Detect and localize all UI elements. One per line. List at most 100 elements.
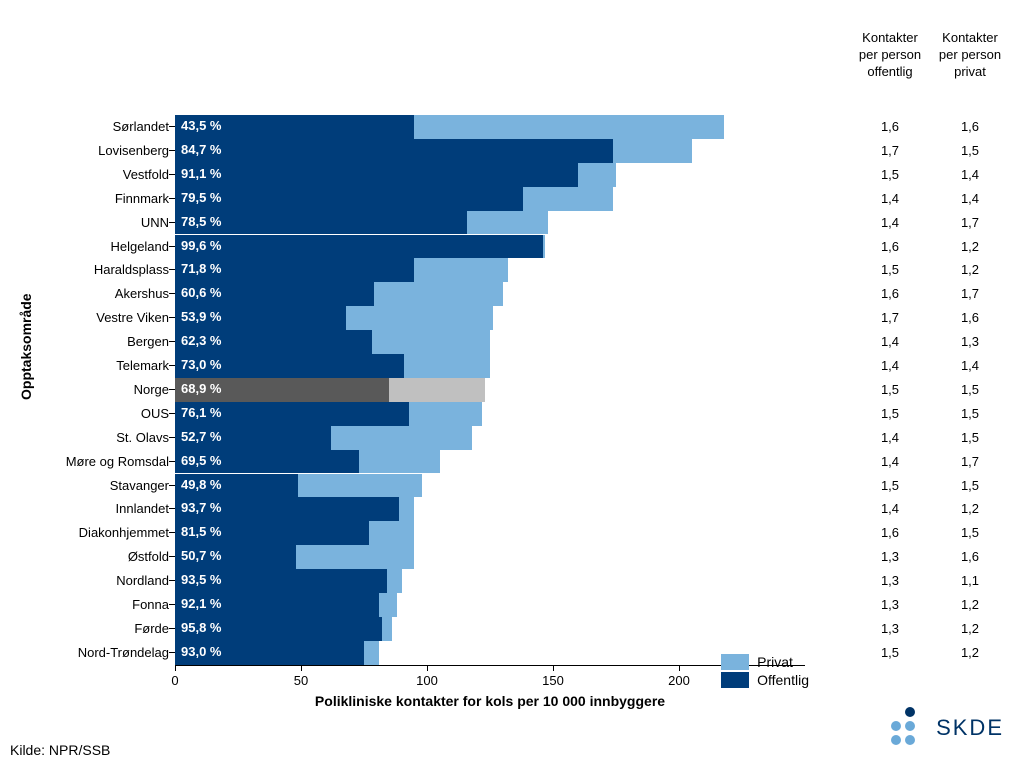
value-offentlig: 1,7 [855, 310, 925, 325]
logo-dot-icon [905, 721, 915, 731]
value-offentlig: 1,3 [855, 621, 925, 636]
bar-pct-label: 62,3 % [181, 332, 221, 350]
value-offentlig: 1,6 [855, 525, 925, 540]
row-label: Helgeland [9, 239, 169, 254]
bar-offentlig [175, 139, 613, 163]
chart-container: Opptaksområde Kontakter per person offen… [0, 0, 1024, 768]
x-tick [301, 665, 302, 671]
bar-privat [298, 474, 421, 498]
chart-row: Innlandet93,7 %1,41,2 [175, 497, 805, 521]
chart-row: Vestfold91,1 %1,51,4 [175, 163, 805, 187]
chart-row: Førde95,8 %1,31,2 [175, 617, 805, 641]
bar-privat [374, 282, 503, 306]
chart-row: Telemark73,0 %1,41,4 [175, 354, 805, 378]
row-label: Vestfold [9, 167, 169, 182]
value-offentlig: 1,3 [855, 597, 925, 612]
legend-label: Privat [757, 654, 793, 670]
value-privat: 1,5 [935, 406, 1005, 421]
logo-text: SKDE [936, 715, 1004, 741]
value-offentlig: 1,4 [855, 191, 925, 206]
bar-pct-label: 60,6 % [181, 284, 221, 302]
bar-pct-label: 92,1 % [181, 595, 221, 613]
chart-row: Vestre Viken53,9 %1,71,6 [175, 306, 805, 330]
plot-area: Sørlandet43,5 %1,61,6Lovisenberg84,7 %1,… [175, 115, 805, 665]
x-tick-label: 50 [294, 673, 308, 688]
row-label: Vestre Viken [9, 310, 169, 325]
value-offentlig: 1,5 [855, 406, 925, 421]
row-label: St. Olavs [9, 430, 169, 445]
row-label: Østfold [9, 549, 169, 564]
chart-row: Diakonhjemmet81,5 %1,61,5 [175, 521, 805, 545]
bar-privat [467, 211, 548, 235]
bar-pct-label: 53,9 % [181, 308, 221, 326]
chart-row: Norge68,9 %1,51,5 [175, 378, 805, 402]
row-label: Innlandet [9, 501, 169, 516]
chart-row: Haraldsplass71,8 %1,51,2 [175, 258, 805, 282]
bar-pct-label: 71,8 % [181, 260, 221, 278]
chart-row: Helgeland99,6 %1,61,2 [175, 235, 805, 259]
x-tick [175, 665, 176, 671]
value-offentlig: 1,4 [855, 501, 925, 516]
row-label: Sørlandet [9, 119, 169, 134]
value-privat: 1,2 [935, 262, 1005, 277]
bar-pct-label: 43,5 % [181, 117, 221, 135]
x-tick [553, 665, 554, 671]
value-privat: 1,4 [935, 167, 1005, 182]
value-privat: 1,2 [935, 501, 1005, 516]
bar-privat [414, 115, 724, 139]
row-label: Førde [9, 621, 169, 636]
legend-swatch [721, 672, 749, 688]
value-offentlig: 1,4 [855, 215, 925, 230]
bar-privat [414, 258, 507, 282]
value-offentlig: 1,4 [855, 334, 925, 349]
value-privat: 1,4 [935, 358, 1005, 373]
legend: PrivatOffentlig [721, 652, 809, 688]
value-offentlig: 1,6 [855, 239, 925, 254]
x-tick [679, 665, 680, 671]
bar-privat [364, 641, 379, 665]
bar-privat [331, 426, 472, 450]
logo-dot-icon [905, 707, 915, 717]
bar-pct-label: 93,0 % [181, 643, 221, 661]
value-offentlig: 1,7 [855, 143, 925, 158]
x-axis-title: Polikliniske kontakter for kols per 10 0… [315, 693, 665, 709]
value-offentlig: 1,5 [855, 262, 925, 277]
bar-pct-label: 49,8 % [181, 476, 221, 494]
value-offentlig: 1,4 [855, 430, 925, 445]
row-label: Bergen [9, 334, 169, 349]
bar-pct-label: 91,1 % [181, 165, 221, 183]
value-privat: 1,2 [935, 239, 1005, 254]
row-label: Nord-Trøndelag [9, 645, 169, 660]
legend-swatch [721, 654, 749, 670]
value-privat: 1,1 [935, 573, 1005, 588]
value-privat: 1,5 [935, 382, 1005, 397]
bar-pct-label: 93,5 % [181, 571, 221, 589]
chart-row: Stavanger49,8 %1,51,5 [175, 474, 805, 498]
x-tick [427, 665, 428, 671]
source-text: Kilde: NPR/SSB [10, 742, 110, 758]
bar-privat [389, 378, 485, 402]
bar-privat [578, 163, 616, 187]
value-privat: 1,7 [935, 286, 1005, 301]
value-privat: 1,5 [935, 525, 1005, 540]
value-privat: 1,2 [935, 621, 1005, 636]
bar-pct-label: 52,7 % [181, 428, 221, 446]
x-tick-label: 150 [542, 673, 564, 688]
chart-row: Fonna92,1 %1,31,2 [175, 593, 805, 617]
bar-privat [369, 521, 414, 545]
value-privat: 1,5 [935, 143, 1005, 158]
value-offentlig: 1,3 [855, 573, 925, 588]
bar-offentlig [175, 163, 578, 187]
chart-row: OUS76,1 %1,51,5 [175, 402, 805, 426]
value-offentlig: 1,6 [855, 286, 925, 301]
bar-pct-label: 93,7 % [181, 499, 221, 517]
row-label: Diakonhjemmet [9, 525, 169, 540]
row-label: UNN [9, 215, 169, 230]
row-label: OUS [9, 406, 169, 421]
value-privat: 1,2 [935, 597, 1005, 612]
row-label: Fonna [9, 597, 169, 612]
bar-privat [613, 139, 691, 163]
bar-privat [523, 187, 614, 211]
bar-privat [359, 450, 440, 474]
chart-row: Møre og Romsdal69,5 %1,41,7 [175, 450, 805, 474]
